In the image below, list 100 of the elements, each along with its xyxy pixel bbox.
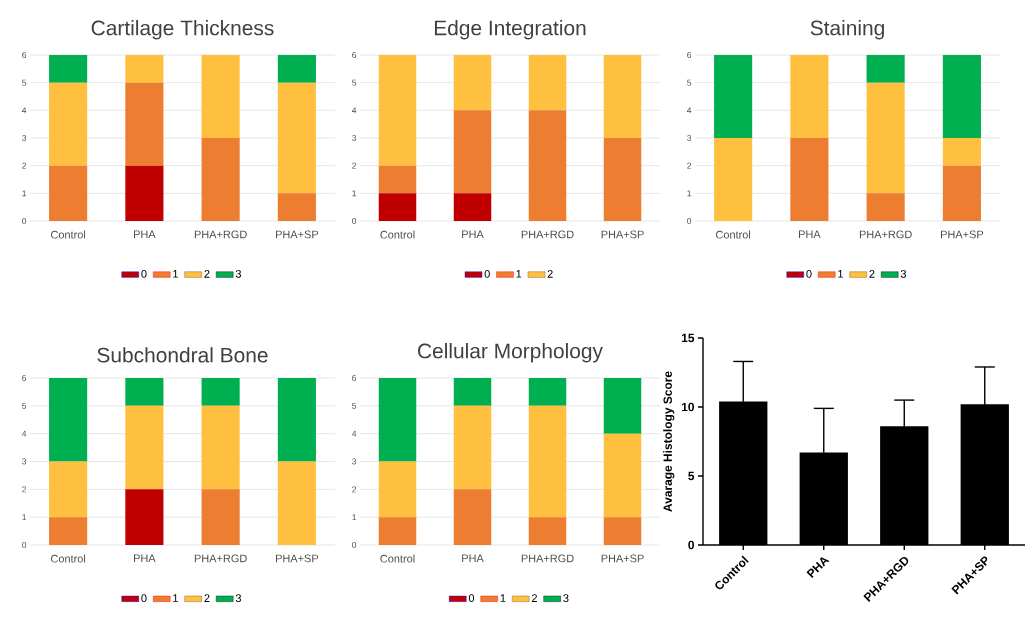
x-tick-label: PHA: [462, 554, 484, 563]
bar: [49, 517, 88, 545]
x-tick-label: PHA+RGD: [194, 554, 247, 563]
y-tick-label: 2: [687, 162, 692, 169]
bar: [528, 405, 567, 518]
y-tick-label: 1: [687, 190, 692, 197]
bar: [201, 55, 240, 138]
y-tick-label: 10: [681, 402, 694, 412]
y-tick-label: 3: [22, 135, 27, 141]
bar: [866, 55, 905, 83]
chart-title: Cellular Morphology: [418, 343, 603, 363]
chart-title: Subchondral Bone: [97, 347, 268, 363]
bar: [528, 110, 567, 221]
legend-label: 0: [468, 594, 475, 603]
bar: [277, 82, 316, 194]
y-tick-label: 0: [688, 540, 694, 550]
x-tick-label: PHA: [462, 230, 484, 239]
chart-title: Staining: [810, 20, 884, 40]
bar: [201, 489, 240, 545]
legend-label: 0: [806, 270, 812, 278]
x-tick-label: PHA+RGD: [521, 554, 574, 563]
legend-label: 2: [547, 270, 553, 278]
bar: [714, 138, 753, 221]
bar: [378, 55, 417, 166]
y-tick-label: 4: [351, 107, 357, 114]
legend-label: 0: [141, 270, 147, 278]
bar: [378, 378, 417, 462]
x-tick-label: PHA+RGD: [521, 230, 574, 239]
bar: [49, 461, 88, 518]
bar: [603, 55, 642, 138]
y-tick-label: 1: [22, 514, 27, 521]
y-axis-title: Avarage Histology Score: [663, 371, 675, 512]
bar: [201, 405, 240, 490]
bar: [378, 193, 417, 221]
y-tick-label: 2: [352, 162, 357, 169]
legend-label: 3: [900, 270, 906, 278]
x-tick-label: PHA: [134, 554, 156, 563]
y-tick-label: 2: [352, 486, 357, 493]
y-tick-label: 5: [352, 402, 357, 409]
bar: [528, 55, 567, 111]
legend-label: 1: [173, 270, 178, 278]
y-tick-label: 5: [688, 471, 695, 481]
legend-label: 2: [531, 594, 537, 602]
bar: [603, 433, 642, 518]
y-tick-label: 0: [687, 218, 692, 224]
x-tick-label: PHA+RGD: [859, 230, 912, 239]
y-tick-label: 1: [352, 514, 357, 521]
bar: [125, 378, 164, 406]
x-tick-label: PHA: [134, 230, 156, 239]
bar: [277, 55, 316, 83]
bar: [453, 378, 492, 406]
legend-label: 1: [838, 270, 843, 278]
y-tick-label: 2: [22, 162, 27, 169]
bar: [603, 378, 642, 434]
legend-label: 3: [235, 270, 241, 278]
y-tick-label: 5: [22, 79, 27, 86]
legend-label: 3: [563, 594, 569, 603]
bar: [125, 165, 164, 221]
bar: [201, 138, 240, 221]
chart-title: Edge Integration: [434, 20, 586, 40]
bar: [125, 489, 164, 545]
y-tick-label: 4: [351, 430, 357, 437]
bar: [49, 165, 88, 221]
bar: [453, 55, 492, 111]
y-tick-label: 0: [352, 542, 357, 548]
y-tick-label: 3: [687, 135, 692, 141]
bar: [277, 378, 316, 462]
bar: [378, 165, 417, 194]
bar: [453, 193, 492, 221]
y-tick-label: 4: [21, 430, 27, 437]
x-tick-label: Control: [380, 230, 415, 239]
legend-label: 1: [500, 594, 506, 602]
x-tick-label: PHA+SP: [941, 230, 984, 239]
x-tick-label: PHA: [799, 230, 821, 239]
bar: [866, 82, 905, 194]
bar: [125, 82, 164, 166]
legend-label: 0: [484, 270, 490, 278]
bar: [49, 82, 88, 166]
bar: [125, 55, 164, 83]
y-tick-label: 6: [687, 52, 692, 58]
bar: [942, 138, 981, 166]
bar: [790, 138, 829, 221]
x-tick-label: PHA+SP: [276, 554, 319, 563]
y-tick-label: 6: [352, 52, 357, 58]
y-tick-label: 0: [22, 218, 27, 224]
y-tick-label: 5: [352, 79, 357, 86]
legend-label: 0: [141, 594, 147, 603]
y-tick-label: 3: [352, 135, 357, 141]
legend-label: 1: [516, 270, 522, 278]
bar: [866, 193, 905, 221]
bar: [528, 517, 567, 545]
legend-label: 2: [869, 270, 875, 278]
legend-label: 2: [204, 270, 210, 278]
bar: [453, 110, 492, 194]
bar: [125, 405, 164, 490]
bar: [201, 378, 240, 406]
legend-label: 3: [235, 594, 241, 603]
bar: [49, 55, 88, 83]
y-tick-label: 15: [681, 333, 695, 343]
x-tick-label: PHA+SP: [276, 230, 319, 239]
